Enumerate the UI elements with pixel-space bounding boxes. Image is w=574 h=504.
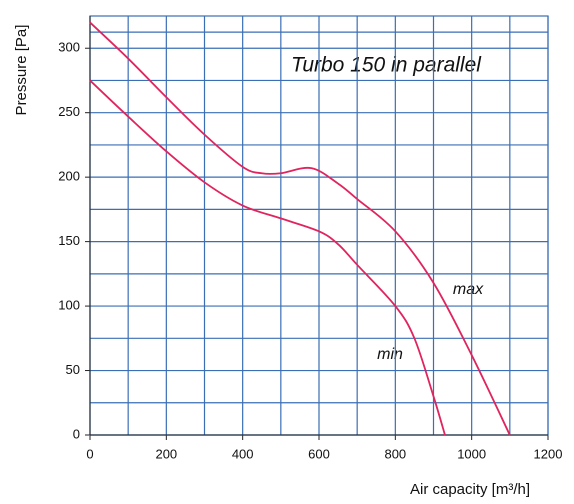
y-tick-label: 150	[58, 233, 80, 248]
curve	[89, 21, 511, 436]
annotation: min	[377, 346, 403, 363]
annotation: Turbo 150 in parallel	[291, 54, 482, 77]
annotation: max	[453, 281, 484, 298]
x-tick-label: 600	[308, 446, 330, 461]
y-tick-label: 100	[58, 298, 80, 313]
y-tick-label: 0	[73, 426, 80, 441]
y-tick-label: 50	[66, 362, 80, 377]
y-tick-label: 250	[58, 104, 80, 119]
y-tick-label: 200	[58, 169, 80, 184]
x-tick-label: 400	[232, 446, 254, 461]
x-tick-label: 200	[155, 446, 177, 461]
y-tick-label: 300	[58, 40, 80, 55]
y-axis-label: Pressure [Pa]	[13, 25, 30, 116]
x-axis-label: Air capacity [m³/h]	[410, 481, 530, 498]
curve	[89, 79, 446, 436]
x-tick-label: 0	[86, 446, 93, 461]
x-tick-label: 1000	[457, 446, 486, 461]
x-tick-label: 1200	[534, 446, 563, 461]
x-tick-label: 800	[384, 446, 406, 461]
